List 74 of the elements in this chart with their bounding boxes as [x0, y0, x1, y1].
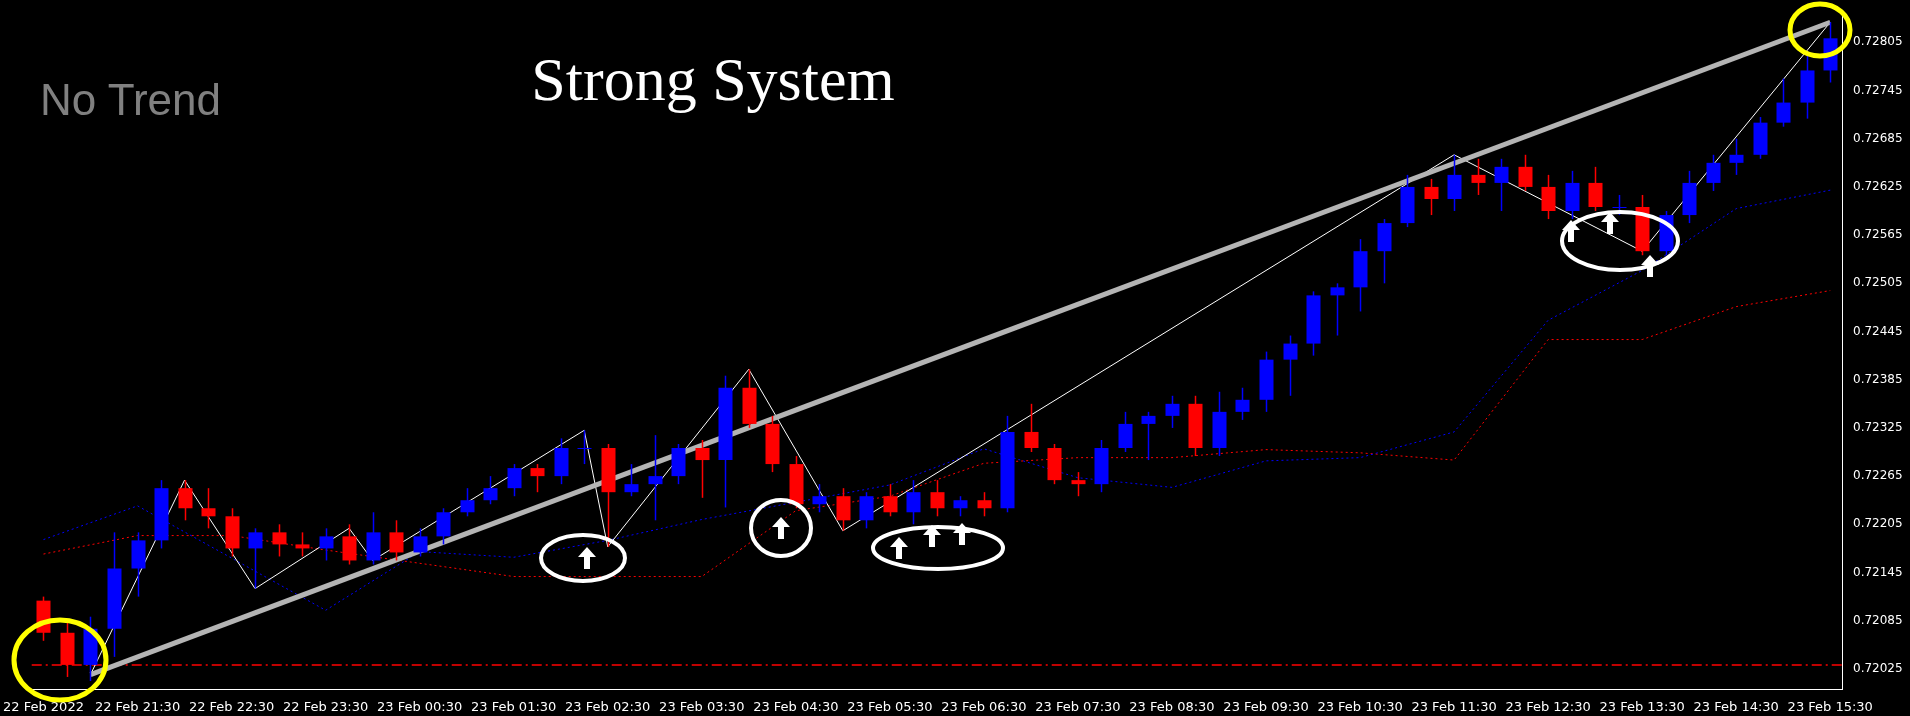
candlestick [1165, 395, 1180, 429]
candlestick [272, 523, 287, 558]
candlestick [930, 479, 945, 518]
x-tick-label: 23 Feb 02:30 [565, 699, 651, 715]
candlestick [1024, 403, 1039, 453]
y-tick-label: 0.72325 [1853, 420, 1903, 435]
candlestick [178, 479, 193, 522]
candlestick [906, 479, 921, 526]
y-tick-label: 0.72385 [1853, 371, 1903, 386]
candlestick [1518, 154, 1533, 192]
candlestick [1471, 158, 1486, 196]
y-tick-label: 0.72025 [1853, 661, 1903, 676]
x-tick-label: 22 Feb 22:30 [188, 699, 275, 715]
candlestick [1141, 411, 1156, 461]
x-tick-label: 23 Feb 09:30 [1223, 699, 1309, 715]
candlestick [530, 463, 545, 493]
x-tick-label: 23 Feb 10:30 [1317, 699, 1403, 715]
candlestick [1706, 154, 1721, 192]
candlestick [1283, 334, 1298, 397]
candlestick [812, 483, 827, 514]
line-series [42, 189, 1831, 611]
x-tick-label: 22 Feb 23:30 [282, 699, 369, 715]
x-tick-label: 23 Feb 00:30 [376, 699, 463, 715]
candlestick [295, 531, 310, 558]
y-tick-label: 0.72805 [1853, 34, 1903, 49]
candlestick [507, 463, 522, 497]
candlestick [1494, 158, 1509, 212]
x-tick-label: 23 Feb 03:30 [659, 699, 745, 715]
candlestick [1612, 194, 1627, 216]
x-tick-label: 23 Feb 06:30 [941, 699, 1027, 715]
candlestick [977, 491, 992, 518]
candlestick [483, 475, 498, 505]
y-tick-label: 0.72265 [1853, 468, 1903, 483]
x-tick-label: 22 Feb 21:30 [94, 699, 181, 715]
x-tick-label: 23 Feb 15:30 [1787, 699, 1873, 715]
x-tick-label: 23 Feb 08:30 [1129, 699, 1215, 715]
y-tick-label: 0.72205 [1853, 516, 1903, 531]
x-tick-label: 22 Feb 2022 [3, 699, 84, 715]
candlestick [248, 527, 263, 590]
candlestick [1071, 471, 1086, 497]
x-tick-label: 23 Feb 04:30 [753, 699, 839, 715]
y-tick-label: 0.72625 [1853, 179, 1903, 194]
x-tick-label: 23 Feb 07:30 [1035, 699, 1121, 715]
y-tick-label: 0.72085 [1853, 612, 1903, 627]
candlestick [389, 519, 404, 562]
y-tick-label: 0.72745 [1853, 82, 1903, 97]
x-tick-label: 23 Feb 01:30 [471, 699, 557, 715]
candlestick [1235, 387, 1250, 421]
x-tick-label: 23 Feb 12:30 [1505, 699, 1591, 715]
candlestick [413, 527, 428, 558]
candlestick [624, 463, 639, 497]
y-tick-label: 0.72565 [1853, 227, 1903, 242]
y-tick-label: 0.72505 [1853, 275, 1903, 290]
candlestick [577, 429, 592, 465]
candlestick [883, 483, 898, 518]
text: Strong System [531, 45, 895, 113]
candlestick [1330, 282, 1345, 337]
candlestick [201, 487, 216, 530]
x-tick-label: 23 Feb 14:30 [1693, 699, 1779, 715]
candlestick [648, 434, 663, 522]
candlestick [1729, 137, 1744, 176]
candlestick [1776, 77, 1791, 128]
y-tick-label: 0.72445 [1853, 323, 1903, 338]
annotation: No Trend [40, 75, 221, 124]
candlestick [460, 487, 475, 518]
x-tick-label: 23 Feb 05:30 [847, 699, 933, 715]
candlestick [1424, 178, 1439, 216]
candlestick [953, 495, 968, 518]
x-tick-label: 23 Feb 11:30 [1411, 699, 1497, 715]
x-tick-label: 23 Feb 13:30 [1599, 699, 1685, 715]
y-tick-label: 0.72145 [1853, 564, 1903, 579]
candlestick [695, 439, 710, 499]
y-tick-label: 0.72685 [1853, 130, 1903, 145]
candlestick [319, 527, 334, 562]
